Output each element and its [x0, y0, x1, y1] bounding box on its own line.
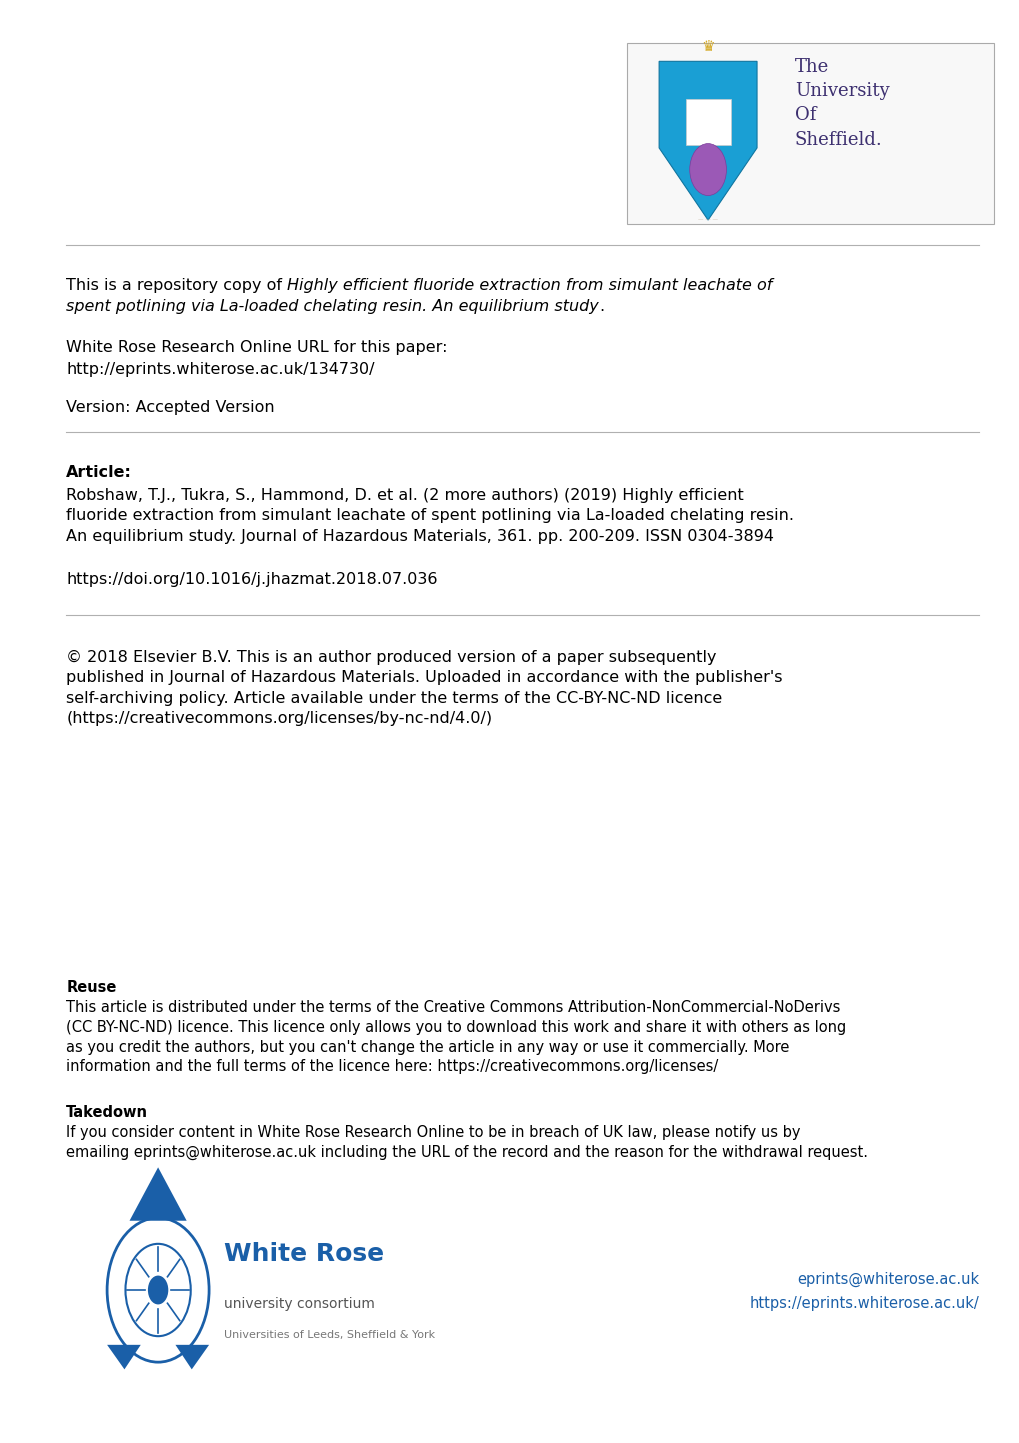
- Text: This article is distributed under the terms of the Creative Commons Attribution-: This article is distributed under the te…: [66, 1000, 846, 1075]
- Polygon shape: [658, 61, 756, 221]
- Text: This is a repository copy of: This is a repository copy of: [66, 278, 287, 293]
- Text: ♛: ♛: [701, 39, 714, 53]
- Text: Robshaw, T.J., Tukra, S., Hammond, D. et al. (2 more authors) (2019) Highly effi: Robshaw, T.J., Tukra, S., Hammond, D. et…: [66, 488, 794, 544]
- Bar: [685, 98, 730, 146]
- Text: White Rose Research Online URL for this paper:: White Rose Research Online URL for this …: [66, 341, 447, 355]
- Text: Article:: Article:: [66, 465, 132, 481]
- Text: Takedown: Takedown: [66, 1105, 148, 1120]
- Text: university consortium: university consortium: [224, 1297, 375, 1312]
- Text: .: .: [598, 299, 603, 315]
- Polygon shape: [175, 1345, 209, 1369]
- Text: If you consider content in White Rose Research Online to be in breach of UK law,: If you consider content in White Rose Re…: [66, 1126, 867, 1160]
- Text: spent potlining via La-loaded chelating resin. An equilibrium study: spent potlining via La-loaded chelating …: [66, 299, 598, 315]
- Text: © 2018 Elsevier B.V. This is an author produced version of a paper subsequently
: © 2018 Elsevier B.V. This is an author p…: [66, 649, 782, 726]
- Text: The
University
Of
Sheffield.: The University Of Sheffield.: [794, 58, 889, 149]
- Text: eprints@whiterose.ac.uk: eprints@whiterose.ac.uk: [796, 1271, 978, 1287]
- Circle shape: [148, 1276, 168, 1304]
- Text: Version: Accepted Version: Version: Accepted Version: [66, 400, 275, 416]
- Bar: [627, 43, 994, 224]
- Text: http://eprints.whiterose.ac.uk/134730/: http://eprints.whiterose.ac.uk/134730/: [66, 362, 374, 377]
- Text: White Rose: White Rose: [224, 1242, 384, 1266]
- Polygon shape: [129, 1167, 186, 1221]
- Text: Universities of Leeds, Sheffield & York: Universities of Leeds, Sheffield & York: [224, 1330, 435, 1341]
- Circle shape: [689, 144, 726, 195]
- Text: — — —: — — —: [697, 218, 717, 222]
- Text: https://doi.org/10.1016/j.jhazmat.2018.07.036: https://doi.org/10.1016/j.jhazmat.2018.0…: [66, 571, 437, 587]
- Text: Highly efficient fluoride extraction from simulant leachate of: Highly efficient fluoride extraction fro…: [287, 278, 772, 293]
- Polygon shape: [107, 1345, 141, 1369]
- Text: Reuse: Reuse: [66, 980, 116, 996]
- Text: https://eprints.whiterose.ac.uk/: https://eprints.whiterose.ac.uk/: [749, 1296, 978, 1312]
